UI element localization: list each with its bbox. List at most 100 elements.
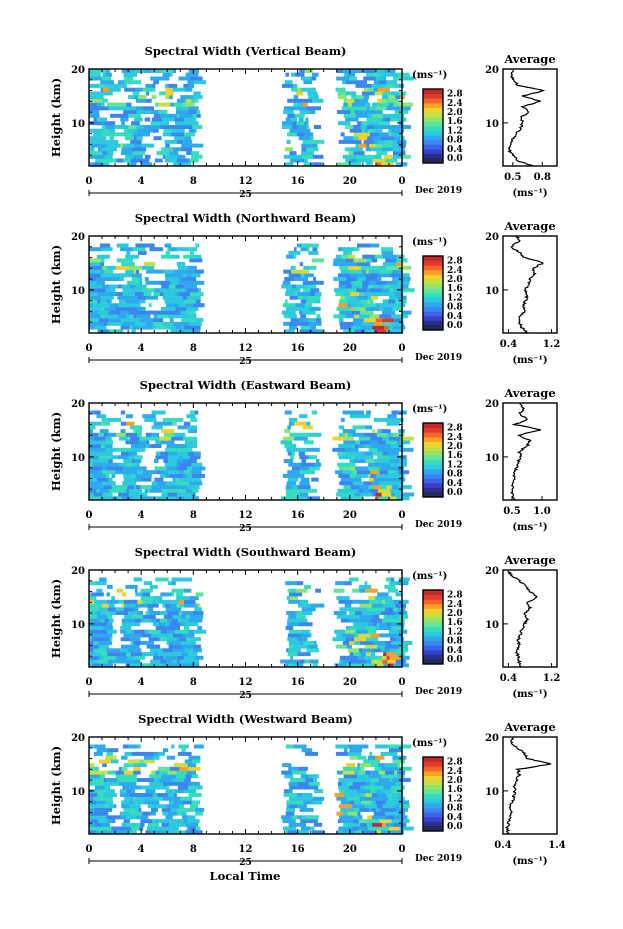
heatmap-cell xyxy=(391,766,399,771)
heatmap-cell xyxy=(291,269,302,274)
heatmap-cell xyxy=(91,637,97,642)
heatmap-cell xyxy=(334,793,345,797)
heatmap-cell xyxy=(376,292,389,296)
heatmap-cell xyxy=(136,815,149,820)
heatmap-cell xyxy=(393,318,404,323)
heatmap-cell xyxy=(283,110,294,114)
heatmap-cell xyxy=(146,826,160,831)
heatmap-cell xyxy=(95,459,104,463)
heatmap-cell xyxy=(192,143,204,148)
heatmap-cell xyxy=(89,429,93,434)
heatmap-cell xyxy=(172,147,182,152)
heatmap-cell xyxy=(177,785,189,790)
heatmap-cell xyxy=(345,629,355,634)
heatmap-cell xyxy=(118,113,129,118)
heatmap-cell xyxy=(181,447,189,452)
heatmap-cell xyxy=(395,451,399,456)
heatmap-cell xyxy=(374,128,383,133)
heatmap-cell xyxy=(102,72,106,77)
heatmap-cell xyxy=(166,652,170,657)
heatmap-cell xyxy=(300,462,315,467)
heatmap-cell xyxy=(150,648,164,653)
profile-title: Average xyxy=(503,720,555,734)
heatmap-cell xyxy=(371,83,386,88)
heatmap-cell xyxy=(158,102,171,107)
heatmap-cell xyxy=(189,455,201,460)
heatmap-cell xyxy=(178,655,185,660)
heatmap-cell xyxy=(158,751,165,756)
heatmap-cell xyxy=(381,429,391,434)
heatmap-cell xyxy=(357,444,364,448)
profile-title: Average xyxy=(503,553,555,567)
heatmap-cell xyxy=(147,607,154,612)
heatmap-cell xyxy=(101,421,104,426)
heatmap-cell xyxy=(111,826,119,831)
heatmap-cell xyxy=(89,128,103,133)
heatmap-cell xyxy=(338,444,350,448)
heatmap-cell xyxy=(89,744,96,749)
heatmap-cell xyxy=(399,284,409,289)
heatmap-cell xyxy=(381,492,392,497)
heatmap-cell xyxy=(401,796,405,801)
heatmap-cell xyxy=(365,102,371,107)
heatmap-cell xyxy=(162,72,171,77)
heatmap-cell xyxy=(354,663,366,668)
heatmap-cell xyxy=(135,466,147,471)
heatmap-cell xyxy=(165,277,180,281)
heatmap-cell xyxy=(179,804,184,809)
heatmap-cell xyxy=(97,819,109,824)
heatmap-cell xyxy=(124,599,138,604)
heatmap-cell xyxy=(303,158,308,163)
heatmap-cell xyxy=(399,614,409,619)
heatmap-cell xyxy=(371,121,379,126)
heatmap-cell xyxy=(349,80,362,85)
heatmap-cell xyxy=(353,314,360,319)
heatmap-cell xyxy=(174,117,185,122)
heatmap-cell xyxy=(159,611,168,615)
heatmap-cell xyxy=(350,306,354,311)
heatmap-cell xyxy=(105,789,115,794)
profile-x-tick-label: 0.8 xyxy=(534,172,551,183)
heatmap-cell xyxy=(121,618,127,623)
heatmap-cell xyxy=(108,106,122,111)
heatmap-cell xyxy=(375,492,382,497)
heatmap-cell xyxy=(98,644,110,649)
heatmap-cell xyxy=(125,414,129,419)
heatmap-cell xyxy=(395,830,404,835)
heatmap-cell xyxy=(153,785,163,790)
heatmap-cell xyxy=(384,584,388,589)
heatmap-cell xyxy=(300,247,307,252)
heatmap-cell xyxy=(155,288,160,293)
heatmap-cell xyxy=(354,466,369,471)
heatmap-cell xyxy=(293,95,299,100)
heatmap-cell xyxy=(393,325,406,330)
heatmap-cell xyxy=(133,154,143,159)
colorbar-band xyxy=(423,297,443,303)
heatmap-cell xyxy=(117,329,124,334)
heatmap-cell xyxy=(117,321,123,326)
heatmap-cell xyxy=(348,269,363,274)
heatmap-cell xyxy=(104,618,109,623)
heatmap-cell xyxy=(139,318,154,323)
heatmap-cell xyxy=(390,132,402,137)
heatmap-cell xyxy=(121,755,128,760)
heatmap-cell xyxy=(107,299,110,304)
heatmap-cell xyxy=(189,76,203,81)
heatmap-cell xyxy=(132,822,137,827)
heatmap-cell xyxy=(184,622,195,627)
heatmap-cell xyxy=(163,781,173,786)
heatmap-cell xyxy=(388,473,401,478)
profile-x-tick-label: 0.4 xyxy=(500,339,517,350)
heatmap-cell xyxy=(176,321,183,326)
heatmap-cell xyxy=(286,288,292,293)
heatmap-cell xyxy=(142,265,155,270)
heatmap-cell xyxy=(387,451,396,456)
heatmap-cell xyxy=(284,147,294,152)
heatmap-cell xyxy=(337,488,349,493)
heatmap-cell xyxy=(283,321,290,326)
heatmap-cell xyxy=(286,611,297,615)
heatmap-cell xyxy=(127,414,133,419)
heatmap-cell xyxy=(133,763,147,768)
heatmap-cell xyxy=(347,432,353,437)
heatmap-cell xyxy=(368,826,378,831)
